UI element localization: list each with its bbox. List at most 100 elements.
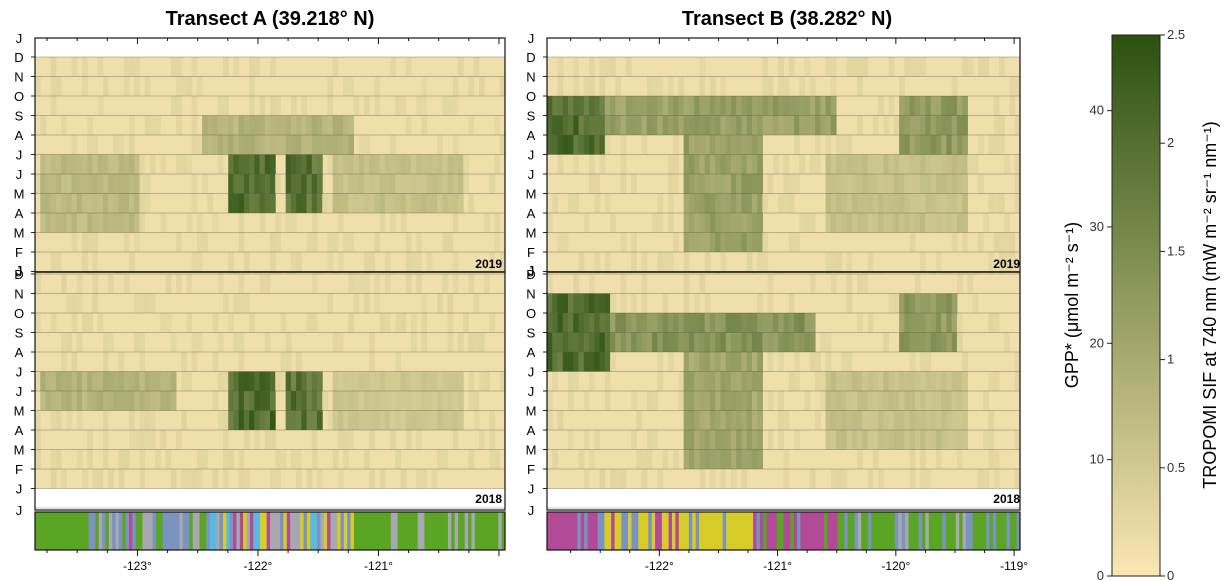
- heat-cell: [405, 252, 412, 272]
- landcover-cell: [98, 512, 103, 550]
- heat-cell: [956, 410, 963, 430]
- heat-cell: [1009, 96, 1016, 116]
- heat-cell: [762, 115, 769, 135]
- landcover-cell: [867, 512, 872, 550]
- heat-cell: [841, 352, 848, 372]
- heat-cell: [102, 371, 109, 391]
- heat-cell: [259, 410, 266, 430]
- heat-cell: [437, 449, 443, 469]
- heat-cell: [594, 430, 601, 450]
- landcover-cell: [149, 512, 153, 550]
- landcover-cell: [763, 512, 768, 550]
- landcover-cell: [253, 512, 258, 550]
- heat-cell: [688, 352, 695, 372]
- heat-cell: [379, 213, 386, 233]
- heat-cell: [270, 232, 276, 252]
- heat-cell: [134, 232, 140, 252]
- heat-cell: [108, 274, 114, 294]
- heat-cell: [736, 332, 742, 352]
- heat-cell: [925, 193, 932, 213]
- heat-cell: [311, 313, 318, 333]
- heat-cell: [489, 174, 496, 194]
- heat-cell: [165, 313, 172, 333]
- heat-cell: [290, 135, 297, 155]
- heat-cell: [92, 252, 99, 272]
- heat-cell: [736, 410, 742, 430]
- heat-cell: [82, 371, 88, 391]
- landcover-cell: [259, 512, 264, 550]
- heat-cell: [683, 135, 690, 155]
- heat-cell: [751, 174, 758, 194]
- heat-cell: [594, 135, 601, 155]
- heat-cell: [741, 174, 748, 194]
- heat-cell: [604, 293, 611, 313]
- colorbar-left-tick-label: 10: [1090, 452, 1104, 467]
- heat-cell: [66, 293, 73, 313]
- heat-cell: [631, 332, 637, 352]
- heat-cell: [830, 252, 837, 272]
- heat-cell: [55, 449, 62, 469]
- heat-cell: [893, 193, 900, 213]
- heat-cell: [736, 135, 742, 155]
- heat-cell: [264, 410, 271, 430]
- heat-cell: [589, 274, 595, 294]
- landcover-cell: [474, 512, 479, 550]
- heat-cell: [888, 293, 895, 313]
- heat-cell: [562, 313, 569, 333]
- landcover-cell: [122, 512, 127, 550]
- heat-cell: [552, 293, 559, 313]
- landcover-cell: [962, 512, 967, 550]
- heat-cell: [935, 332, 942, 352]
- heat-cell: [888, 96, 895, 116]
- landcover-cell: [417, 512, 422, 550]
- heat-cell: [631, 174, 637, 194]
- heat-cell: [783, 469, 790, 489]
- heat-cell: [709, 154, 716, 174]
- heat-cell: [238, 174, 245, 194]
- heat-cell: [343, 193, 349, 213]
- landcover-cell: [95, 512, 100, 550]
- heat-cell: [667, 213, 674, 233]
- heat-cell: [431, 469, 438, 489]
- heat-cell: [846, 252, 853, 272]
- heat-cell: [988, 371, 995, 391]
- heat-cell: [285, 193, 292, 213]
- heat-cell: [301, 135, 308, 155]
- heat-cell: [841, 174, 848, 194]
- heat-cell: [841, 193, 848, 213]
- heat-cell: [249, 76, 255, 96]
- heat-cell: [228, 371, 234, 391]
- heat-cell: [71, 174, 78, 194]
- heat-cell: [353, 193, 360, 213]
- heat-cell: [699, 213, 706, 233]
- heat-cell: [667, 313, 674, 333]
- heat-cell: [494, 232, 501, 252]
- heat-cell: [228, 174, 234, 194]
- heat-cell: [421, 332, 428, 352]
- landcover-cell: [840, 512, 845, 550]
- heat-cell: [704, 332, 711, 352]
- heat-cell: [296, 135, 302, 155]
- heat-cell: [82, 232, 88, 252]
- landcover-cell: [888, 512, 893, 550]
- heat-cell: [458, 332, 464, 352]
- heat-cell: [709, 232, 716, 252]
- heat-cell: [909, 410, 916, 430]
- heat-cell: [746, 352, 753, 372]
- heat-cell: [998, 193, 1005, 213]
- heat-cell: [176, 96, 182, 116]
- heat-cell: [767, 430, 774, 450]
- heat-cell: [657, 115, 664, 135]
- heat-cell: [332, 371, 339, 391]
- heat-cell: [573, 293, 580, 313]
- heat-cell: [872, 174, 879, 194]
- heat-cell: [238, 135, 245, 155]
- heat-cell: [925, 135, 932, 155]
- heat-cell: [311, 193, 318, 213]
- landcover-cell: [367, 512, 372, 550]
- heat-cell: [925, 371, 932, 391]
- heat-cell: [867, 193, 874, 213]
- heat-cell: [883, 193, 890, 213]
- landcover-cell: [246, 512, 251, 550]
- heat-cell: [794, 135, 800, 155]
